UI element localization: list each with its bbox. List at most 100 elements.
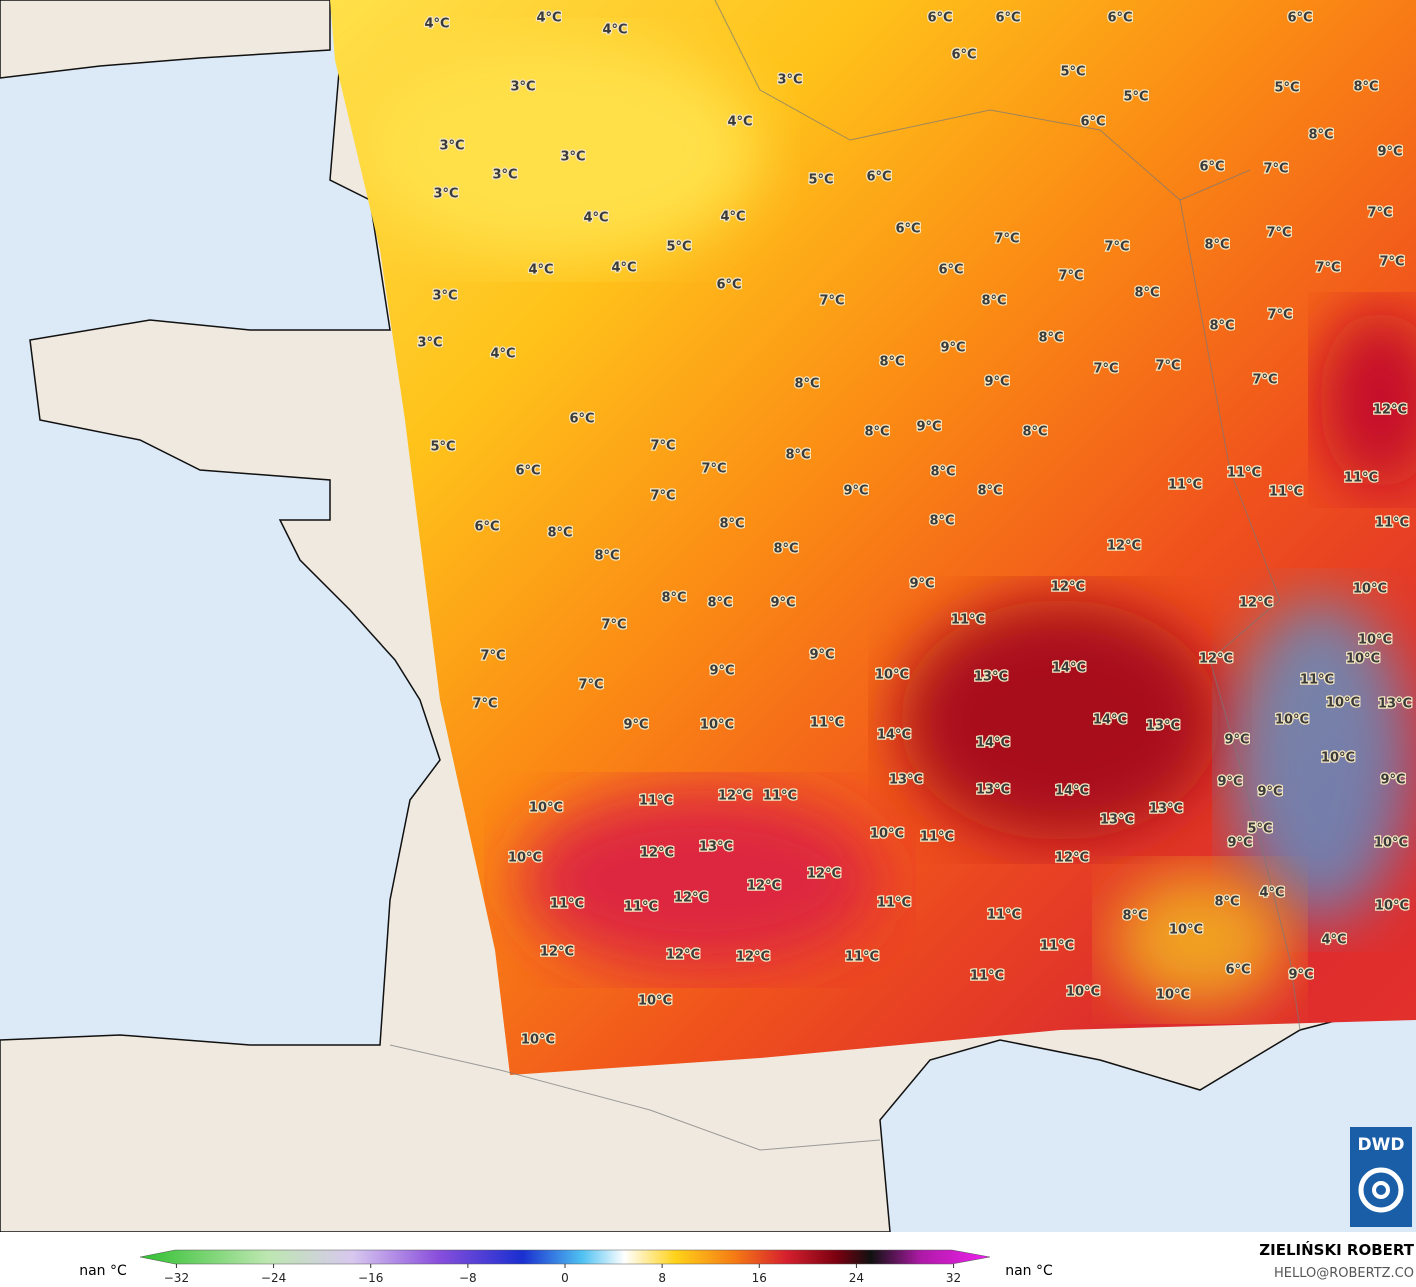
temperature-label: 8°C: [1038, 331, 1063, 346]
temperature-label: 11°C: [550, 897, 584, 912]
temperature-label: 10°C: [1374, 836, 1408, 851]
temperature-label: 6°C: [569, 412, 594, 427]
colorbar-tick-label: −24: [261, 1271, 286, 1285]
temperature-label: 8°C: [1308, 128, 1333, 143]
temperature-label: 7°C: [1379, 255, 1404, 270]
temperature-label: 9°C: [809, 648, 834, 663]
temperature-label: 8°C: [1204, 238, 1229, 253]
temperature-label: 9°C: [1288, 968, 1313, 983]
temperature-label: 12°C: [540, 945, 574, 960]
temperature-label: 4°C: [720, 210, 745, 225]
temperature-label: 3°C: [432, 289, 457, 304]
temperature-label: 7°C: [1367, 206, 1392, 221]
temperature-label: 10°C: [1321, 751, 1355, 766]
temperature-label: 7°C: [1252, 373, 1277, 388]
temperature-label: 11°C: [1040, 939, 1074, 954]
temperature-label: 6°C: [995, 11, 1020, 26]
temperature-label: 10°C: [1169, 923, 1203, 938]
temperature-label: 8°C: [785, 448, 810, 463]
temperature-label: 8°C: [977, 484, 1002, 499]
temperature-label: 5°C: [1247, 822, 1272, 837]
temperature-label: 13°C: [699, 840, 733, 855]
temperature-label: 5°C: [1060, 65, 1085, 80]
temperature-label: 13°C: [889, 773, 923, 788]
temperature-field: [330, 0, 1416, 1075]
temperature-label: 7°C: [1155, 359, 1180, 374]
temperature-label: 7°C: [1058, 269, 1083, 284]
colorbar-tick-label: 16: [752, 1271, 767, 1285]
temperature-label: 4°C: [602, 23, 627, 38]
temperature-label: 11°C: [624, 900, 658, 915]
legend-right-label: nan °C: [1005, 1263, 1053, 1279]
temperature-label: 12°C: [640, 846, 674, 861]
temperature-label: 12°C: [1239, 596, 1273, 611]
temperature-label: 12°C: [1199, 652, 1233, 667]
temperature-label: 7°C: [601, 618, 626, 633]
temperature-label: 6°C: [1225, 963, 1250, 978]
temperature-label: 12°C: [1373, 403, 1407, 418]
temperature-label: 6°C: [716, 278, 741, 293]
temperature-label: 4°C: [583, 211, 608, 226]
colorbar-tick-label: −8: [459, 1271, 477, 1285]
temperature-label: 9°C: [770, 596, 795, 611]
borders: [389, 0, 1301, 1151]
temperature-label: 8°C: [864, 425, 889, 440]
temperature-label: 10°C: [875, 668, 909, 683]
temperature-label: 10°C: [529, 801, 563, 816]
colorbar-tick-label: 32: [946, 1271, 961, 1285]
temperature-label: 4°C: [611, 261, 636, 276]
temperature-label: 7°C: [1266, 226, 1291, 241]
temperature-label: 11°C: [877, 896, 911, 911]
temperature-label: 14°C: [877, 728, 911, 743]
temperature-label: 4°C: [1259, 886, 1284, 901]
temperature-label: 6°C: [895, 222, 920, 237]
temperature-label: 9°C: [916, 420, 941, 435]
temperature-label: 8°C: [879, 355, 904, 370]
temperature-label: 8°C: [773, 542, 798, 557]
temperature-label: 12°C: [807, 867, 841, 882]
temperature-label: 8°C: [1134, 286, 1159, 301]
temperature-label: 11°C: [1168, 478, 1202, 493]
temperature-label: 5°C: [430, 440, 455, 455]
temperature-label: 4°C: [490, 347, 515, 362]
temperature-label: 11°C: [845, 950, 879, 965]
temperature-label: 9°C: [909, 577, 934, 592]
temperature-label: 9°C: [709, 664, 734, 679]
temperature-label: 12°C: [1107, 539, 1141, 554]
colorbar-tick-label: −16: [358, 1271, 383, 1285]
temperature-label: 6°C: [474, 520, 499, 535]
temperature-label: 6°C: [1080, 115, 1105, 130]
temperature-label: 9°C: [1257, 785, 1282, 800]
temperature-label: 9°C: [623, 718, 648, 733]
temperature-label: 14°C: [1055, 784, 1089, 799]
temperature-label: 12°C: [736, 950, 770, 965]
temperature-label: 10°C: [638, 994, 672, 1009]
temperature-label: 8°C: [1122, 909, 1147, 924]
temperature-label: 13°C: [1149, 802, 1183, 817]
temperature-label: 7°C: [650, 489, 675, 504]
legend-left-label: nan °C: [79, 1263, 127, 1279]
temperature-label: 7°C: [1267, 308, 1292, 323]
temperature-label: 13°C: [974, 670, 1008, 685]
temperature-label: 13°C: [1378, 697, 1412, 712]
temperature-label: 12°C: [674, 891, 708, 906]
temperature-label: 8°C: [981, 294, 1006, 309]
temperature-label: 11°C: [1269, 485, 1303, 500]
temperature-label: 3°C: [417, 336, 442, 351]
temperature-label: 12°C: [747, 879, 781, 894]
temperature-label: 8°C: [1214, 895, 1239, 910]
temperature-label: 8°C: [794, 377, 819, 392]
temperature-label: 8°C: [1209, 319, 1234, 334]
temperature-label: 9°C: [940, 341, 965, 356]
temperature-label: 14°C: [976, 736, 1010, 751]
temperature-label: 8°C: [547, 526, 572, 541]
temperature-label: 13°C: [1100, 813, 1134, 828]
temperature-label: 4°C: [536, 11, 561, 26]
temperature-label: 11°C: [920, 830, 954, 845]
temperature-label: 13°C: [1146, 719, 1180, 734]
temperature-label: 3°C: [560, 150, 585, 165]
temperature-label: 8°C: [929, 514, 954, 529]
temperature-label: 7°C: [578, 678, 603, 693]
temperature-label: 5°C: [1123, 90, 1148, 105]
temperature-label: 11°C: [987, 908, 1021, 923]
